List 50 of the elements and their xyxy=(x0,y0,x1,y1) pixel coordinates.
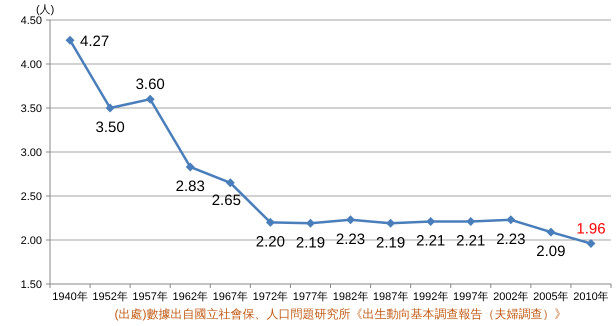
x-tick-label: 1957年 xyxy=(132,291,168,303)
point xyxy=(106,104,115,112)
point xyxy=(346,215,356,224)
x-tick-label: 2010年 xyxy=(573,291,609,303)
point xyxy=(186,162,195,172)
point xyxy=(386,218,396,228)
data-label: 2.20 xyxy=(256,233,285,250)
data-label: 2.21 xyxy=(416,232,446,250)
x-tick-label: 1997年 xyxy=(453,291,488,303)
x-tick-label: 1972年 xyxy=(252,291,288,303)
y-tick-label: 2.00 xyxy=(20,235,42,247)
y-tick-label: 4.00 xyxy=(20,59,42,71)
y-tick-label: 3.50 xyxy=(20,103,42,115)
point xyxy=(146,94,155,104)
point xyxy=(546,228,556,237)
point xyxy=(506,215,516,224)
x-tick-label: 1952年 xyxy=(92,291,128,303)
point xyxy=(586,239,596,248)
data-label: 2.19 xyxy=(296,234,326,252)
data-label: 2.23 xyxy=(496,230,526,248)
data-label: 2.83 xyxy=(176,178,205,195)
x-tick-label: 1940年 xyxy=(52,291,88,303)
text: (出處)數據出自國立社會保、人口問題研究所《出生動向基本調查報告（夫婦調查）》 xyxy=(114,307,566,321)
x-tick-label: 1977年 xyxy=(292,291,328,303)
x-tick-label: 1967年 xyxy=(212,291,248,303)
point xyxy=(226,178,235,188)
x-tick-label: 1982年 xyxy=(332,291,368,303)
x-tick-label: 1992年 xyxy=(412,291,448,303)
annotation: 1.96 xyxy=(576,220,606,238)
point xyxy=(466,217,476,226)
x-tick-label: 1962年 xyxy=(172,291,208,303)
data-label: 3.50 xyxy=(96,119,125,136)
data-label: 2.65 xyxy=(212,192,241,209)
y-axis-title: (人) xyxy=(36,4,54,16)
point xyxy=(426,217,436,226)
data-label: 3.60 xyxy=(136,76,165,94)
y-tick-label: 1.50 xyxy=(20,279,42,291)
data-label: 2.19 xyxy=(376,234,406,252)
y-tick-label: 2.50 xyxy=(20,191,42,203)
data-label: 4.27 xyxy=(80,33,110,50)
data-label: 2.21 xyxy=(456,232,486,250)
point xyxy=(66,36,75,45)
point xyxy=(266,218,275,227)
x-tick-label: 2005年 xyxy=(533,291,569,303)
data-label: 2.09 xyxy=(536,243,566,260)
y-tick-label: 3.00 xyxy=(20,147,42,159)
data-label: 2.23 xyxy=(336,230,366,248)
y-tick-label: 4.50 xyxy=(20,15,42,27)
x-tick-label: 1987年 xyxy=(372,291,408,303)
x-tick-label: 2002年 xyxy=(493,291,529,303)
